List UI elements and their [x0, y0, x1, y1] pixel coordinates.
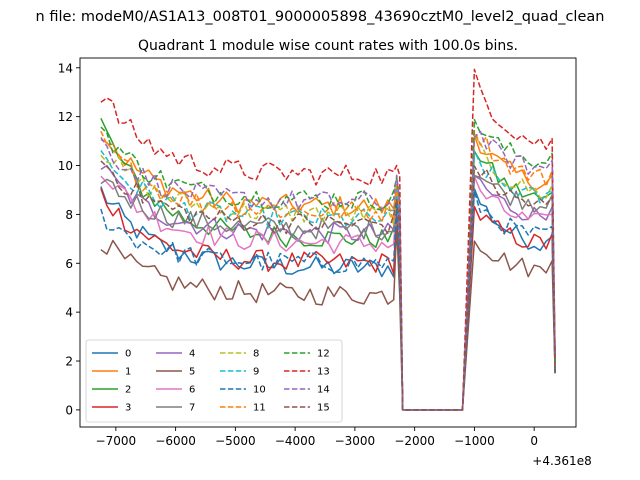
series-line-7	[100, 174, 556, 411]
legend-label-7: 7	[189, 403, 195, 414]
legend-label-14: 14	[317, 385, 330, 396]
series-line-13	[100, 68, 556, 411]
y-tick-label: 2	[65, 355, 73, 369]
legend-label-10: 10	[253, 385, 266, 396]
series-line-11	[100, 130, 556, 411]
x-axis-offset-label: +4.361e8	[532, 454, 591, 468]
x-tick-label: −6000	[155, 434, 196, 448]
series-line-12	[100, 118, 556, 411]
series-line-14	[100, 130, 556, 411]
x-tick-label: 0	[530, 434, 538, 448]
figure-suptitle: n file: modeM0/AS1A13_008T01_9000005898_…	[36, 9, 605, 25]
legend-box	[85, 339, 343, 423]
legend-label-8: 8	[253, 349, 259, 360]
legend-label-11: 11	[253, 403, 266, 414]
x-axis-ticks: −7000 −6000 −5000 −4000 −3000 −2000 −1000 0	[96, 427, 538, 448]
chart-title: Quadrant 1 module wise count rates with …	[138, 38, 518, 54]
y-tick-label: 6	[65, 257, 73, 271]
y-tick-label: 14	[58, 61, 73, 75]
series-line-3	[100, 188, 556, 411]
y-tick-label: 8	[65, 208, 73, 222]
x-tick-label: −4000	[275, 434, 316, 448]
series-line-8	[100, 135, 556, 411]
legend-label-4: 4	[189, 349, 195, 360]
series-line-6	[100, 175, 556, 411]
series-line-0	[100, 186, 556, 411]
series-line-9	[100, 150, 556, 411]
legend-label-12: 12	[317, 349, 330, 360]
legend-label-3: 3	[125, 403, 131, 414]
y-tick-label: 10	[58, 159, 73, 173]
x-tick-label: −1000	[454, 434, 495, 448]
x-tick-label: −3000	[335, 434, 376, 448]
series-line-10	[100, 190, 556, 411]
y-tick-label: 0	[65, 403, 73, 417]
x-tick-label: −2000	[394, 434, 435, 448]
legend-label-15: 15	[317, 403, 330, 414]
plot-lines	[100, 68, 556, 411]
legend-label-9: 9	[253, 367, 259, 378]
legend-label-5: 5	[189, 367, 195, 378]
legend-label-1: 1	[125, 367, 131, 378]
series-line-15	[100, 160, 556, 411]
legend-label-6: 6	[189, 385, 195, 396]
x-tick-label: −5000	[215, 434, 256, 448]
series-line-5	[100, 225, 556, 411]
series-line-2	[100, 117, 556, 411]
axes-frame	[79, 57, 577, 428]
legend-label-0: 0	[125, 349, 131, 360]
y-axis-ticks: 0 2 4 6 8 10 12 14	[58, 61, 80, 417]
legend-label-13: 13	[317, 367, 330, 378]
y-tick-label: 12	[58, 110, 73, 124]
legend-label-2: 2	[125, 385, 131, 396]
y-tick-label: 4	[65, 306, 73, 320]
x-tick-label: −7000	[96, 434, 137, 448]
